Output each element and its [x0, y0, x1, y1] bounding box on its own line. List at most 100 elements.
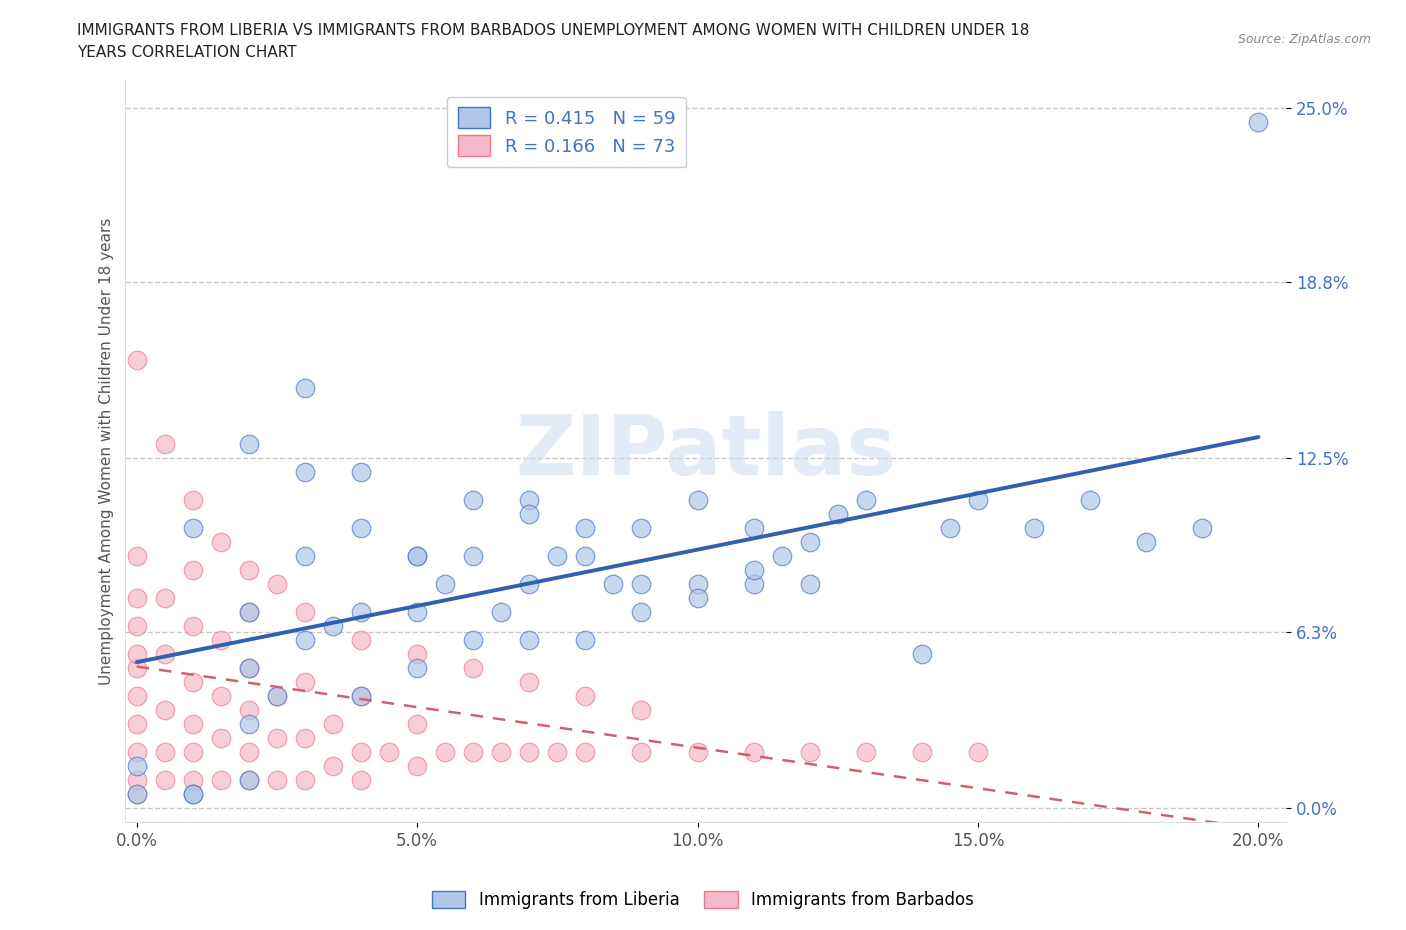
Point [406, 660, 429, 675]
Point [770, 549, 793, 564]
Point [855, 493, 877, 508]
Point [434, 745, 457, 760]
Point [350, 689, 373, 704]
Point [125, 352, 148, 367]
Point [350, 604, 373, 619]
Point [238, 437, 260, 452]
Point [294, 549, 316, 564]
Point [546, 549, 568, 564]
Point [238, 773, 260, 788]
Point [181, 618, 204, 633]
Point [153, 745, 176, 760]
Point [238, 703, 260, 718]
Point [799, 745, 821, 760]
Point [1247, 114, 1270, 129]
Point [125, 745, 148, 760]
Point [574, 521, 596, 536]
Point [238, 604, 260, 619]
Point [406, 604, 429, 619]
Point [153, 773, 176, 788]
Point [574, 549, 596, 564]
Point [463, 660, 485, 675]
Point [406, 549, 429, 564]
Point [209, 689, 232, 704]
Point [266, 577, 288, 591]
Point [546, 745, 568, 760]
Legend: Immigrants from Liberia, Immigrants from Barbados: Immigrants from Liberia, Immigrants from… [423, 883, 983, 917]
Point [406, 717, 429, 732]
Point [463, 745, 485, 760]
Point [967, 493, 990, 508]
Point [125, 759, 148, 774]
Point [574, 632, 596, 647]
Text: IMMIGRANTS FROM LIBERIA VS IMMIGRANTS FROM BARBADOS UNEMPLOYMENT AMONG WOMEN WIT: IMMIGRANTS FROM LIBERIA VS IMMIGRANTS FR… [77, 23, 1029, 38]
Point [434, 577, 457, 591]
Point [294, 731, 316, 746]
Point [125, 549, 148, 564]
Point [125, 591, 148, 605]
Point [517, 675, 540, 690]
Point [574, 689, 596, 704]
Point [322, 618, 344, 633]
Point [491, 745, 513, 760]
Point [630, 577, 652, 591]
Point [406, 549, 429, 564]
Point [209, 632, 232, 647]
Point [181, 787, 204, 802]
Point [209, 535, 232, 550]
Point [350, 689, 373, 704]
Point [686, 591, 709, 605]
Point [294, 604, 316, 619]
Point [322, 759, 344, 774]
Point [1078, 493, 1101, 508]
Point [1135, 535, 1157, 550]
Point [1191, 521, 1213, 536]
Legend: R = 0.415   N = 59, R = 0.166   N = 73: R = 0.415 N = 59, R = 0.166 N = 73 [447, 97, 686, 167]
Point [181, 521, 204, 536]
Point [238, 660, 260, 675]
Point [125, 717, 148, 732]
Point [517, 493, 540, 508]
Point [266, 773, 288, 788]
Point [294, 380, 316, 395]
Point [463, 632, 485, 647]
Point [491, 604, 513, 619]
Point [294, 465, 316, 480]
Point [350, 745, 373, 760]
Point [266, 689, 288, 704]
Point [294, 675, 316, 690]
Point [742, 745, 765, 760]
Point [153, 646, 176, 661]
Point [827, 507, 849, 522]
Point [266, 731, 288, 746]
Point [294, 632, 316, 647]
Point [181, 717, 204, 732]
Point [125, 787, 148, 802]
Point [238, 745, 260, 760]
Point [238, 717, 260, 732]
Point [294, 773, 316, 788]
Point [125, 773, 148, 788]
Point [517, 577, 540, 591]
Point [742, 577, 765, 591]
Point [125, 660, 148, 675]
Point [153, 437, 176, 452]
Point [967, 745, 990, 760]
Point [911, 745, 934, 760]
Point [125, 689, 148, 704]
Point [238, 563, 260, 578]
Point [209, 731, 232, 746]
Point [181, 745, 204, 760]
Point [574, 745, 596, 760]
Point [181, 563, 204, 578]
Text: Source: ZipAtlas.com: Source: ZipAtlas.com [1237, 33, 1371, 46]
Point [406, 646, 429, 661]
Point [153, 591, 176, 605]
Text: YEARS CORRELATION CHART: YEARS CORRELATION CHART [77, 45, 297, 60]
Point [322, 717, 344, 732]
Point [406, 759, 429, 774]
Point [630, 703, 652, 718]
Point [350, 632, 373, 647]
Point [517, 745, 540, 760]
Point [602, 577, 624, 591]
